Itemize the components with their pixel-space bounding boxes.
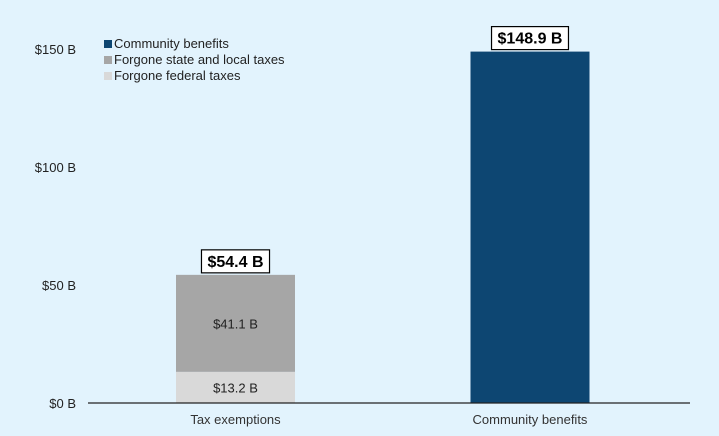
x-category-label: Tax exemptions [190, 412, 281, 427]
total-label: $148.9 B [498, 31, 563, 48]
y-tick-label: $100 B [35, 160, 76, 175]
legend-label: Forgone state and local taxes [114, 52, 285, 67]
segment-label: $13.2 B [213, 380, 258, 395]
total-label-box [490, 25, 570, 51]
legend-swatch [104, 40, 112, 48]
legend-label: Forgone federal taxes [114, 68, 241, 83]
total-label: $54.4 B [207, 254, 263, 271]
legend-swatch [104, 72, 112, 80]
legend-label: Community benefits [114, 36, 229, 51]
x-category-label: Community benefits [473, 412, 588, 427]
bar-segment [470, 51, 590, 403]
segment-label: $41.1 B [213, 316, 258, 331]
bar-segment [176, 274, 295, 372]
legend-swatch [104, 56, 112, 64]
y-tick-label: $150 B [35, 42, 76, 57]
y-tick-label: $0 B [49, 396, 76, 411]
y-tick-label: $50 B [42, 278, 76, 293]
bar-segment [176, 371, 295, 403]
total-label-box [200, 249, 271, 274]
